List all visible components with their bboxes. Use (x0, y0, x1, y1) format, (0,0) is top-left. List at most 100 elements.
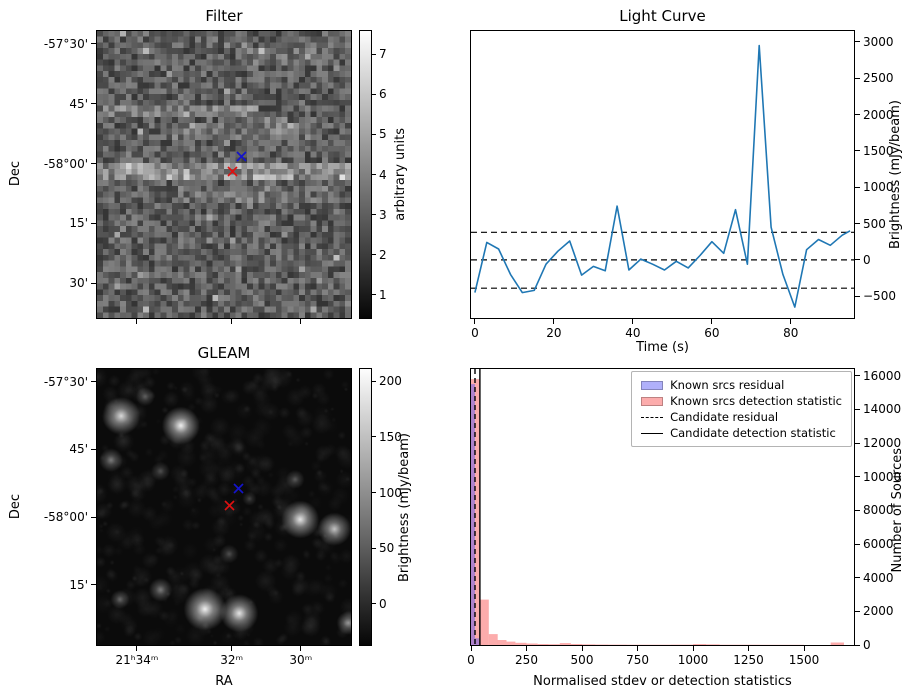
colorbar-tick-mark (372, 93, 376, 95)
y-tick-mark (91, 163, 96, 165)
hist-bar-pink (488, 634, 498, 645)
x-tick-mark (231, 646, 233, 651)
colorbar-tick-label: 150 (379, 429, 402, 444)
colorbar-tick-mark (372, 53, 376, 55)
y-tick-mark (855, 543, 860, 545)
x-tick-mark (136, 319, 138, 324)
legend-item: Candidate detection statistic (641, 425, 842, 441)
filter-sky-image (96, 30, 352, 319)
hist-bar-pink (693, 644, 707, 645)
candidate-marker-red-x (227, 166, 239, 177)
x-tick-mark (136, 646, 138, 651)
brightness-tick-label: 1500 (863, 143, 894, 158)
y-tick-mark (91, 516, 96, 518)
filter-colorbar (359, 30, 372, 319)
candidate-marker-red-x (224, 499, 235, 511)
hist-bar-pink (471, 379, 480, 645)
colorbar-tick-label: 0 (379, 596, 387, 611)
x-tick-mark (526, 646, 527, 651)
y-tick-mark (91, 43, 96, 45)
ra-tick-label: 32ᵐ (220, 653, 244, 667)
y-tick-mark (91, 282, 96, 284)
gleam-title: GLEAM (197, 344, 251, 362)
y-tick-mark (855, 295, 860, 297)
x-tick-mark (711, 319, 713, 324)
colorbar-tick-label: 3 (379, 207, 387, 222)
gleam-sky-image (96, 368, 352, 646)
gleam-ylabel: Dec (8, 494, 23, 520)
legend-item: Known srcs detection statistic (641, 393, 842, 409)
x-tick-mark (300, 319, 302, 324)
filter-noise-map (97, 31, 351, 318)
time-tick-label: 20 (546, 326, 562, 340)
dec-tick-label: -58°00' (43, 510, 88, 524)
stat-tick-label: 500 (570, 653, 594, 667)
colorbar-tick-mark (372, 492, 376, 494)
colorbar-tick-mark (372, 436, 376, 438)
hist-bar-pink (506, 641, 516, 645)
hist-bar-pink (515, 642, 527, 645)
x-tick-mark (300, 646, 302, 651)
colorbar-tick-mark (372, 294, 376, 296)
legend-line-sample (641, 432, 664, 434)
y-tick-mark (855, 476, 860, 478)
dec-tick-label: 45' (69, 96, 88, 111)
candidate-marker-blue-x (232, 482, 244, 494)
histogram-svg (471, 369, 844, 645)
gleam-colorbar (359, 368, 372, 646)
hist-bar-pink (830, 642, 844, 645)
hist-bar-pink (537, 644, 549, 645)
y-tick-mark (855, 442, 860, 444)
legend-label: Known srcs detection statistic (670, 394, 842, 408)
colorbar-tick-label: 1 (379, 287, 387, 302)
lightcurve-svg (471, 44, 854, 308)
histogram-xlabel: Normalised stdev or detection statistics (533, 674, 792, 689)
x-tick-mark (790, 319, 792, 324)
stat-tick-label: 1500 (788, 653, 820, 667)
stat-tick-label: 0 (467, 653, 475, 667)
count-tick-label: 14000 (863, 402, 902, 417)
x-tick-mark (470, 646, 472, 651)
count-tick-label: 12000 (863, 436, 902, 451)
hist-bar-pink (548, 644, 560, 645)
count-tick-label: 16000 (863, 368, 902, 383)
legend-item: Known srcs residual (641, 377, 842, 393)
y-tick-mark (855, 186, 860, 188)
colorbar-tick-label: 50 (379, 541, 395, 556)
colorbar-tick-label: 2 (379, 247, 387, 262)
brightness-tick-label: 2500 (863, 71, 894, 86)
y-tick-mark (855, 114, 860, 116)
brightness-tick-label: −500 (863, 289, 896, 304)
time-tick-label: 0 (471, 326, 479, 340)
hist-bar-pink (570, 644, 582, 645)
hist-bar-pink (582, 644, 596, 645)
colorbar-tick-label: 100 (379, 485, 402, 500)
brightness-tick-label: 3000 (863, 34, 894, 49)
x-tick-mark (581, 646, 583, 651)
lightcurve-plot (470, 30, 855, 319)
colorbar-tick-mark (372, 133, 376, 135)
colorbar-tick-label: 7 (379, 47, 387, 62)
y-tick-mark (855, 509, 860, 511)
legend-label: Candidate detection statistic (670, 426, 836, 440)
y-tick-mark (855, 408, 860, 410)
x-tick-mark (231, 319, 233, 324)
x-tick-mark (632, 319, 634, 324)
dec-tick-label: -57°30' (43, 374, 88, 389)
count-tick-label: 4000 (863, 570, 894, 585)
hist-bar-pink (706, 644, 720, 645)
hist-bar-pink (526, 643, 538, 645)
legend-swatch (641, 380, 664, 390)
y-tick-mark (855, 644, 860, 646)
count-tick-label: 8000 (863, 503, 894, 518)
legend-swatch (641, 396, 664, 406)
gleam-xlabel: RA (215, 674, 233, 689)
y-tick-mark (855, 223, 860, 225)
dec-tick-label: -57°30' (43, 36, 88, 51)
y-tick-mark (91, 103, 96, 105)
filter-colorbar-label: arbitrary units (393, 128, 408, 221)
lightcurve-ylabel: Brightness (mJy/beam) (888, 100, 903, 249)
y-tick-mark (855, 77, 860, 79)
colorbar-tick-mark (372, 254, 376, 256)
colorbar-tick-mark (372, 380, 376, 382)
